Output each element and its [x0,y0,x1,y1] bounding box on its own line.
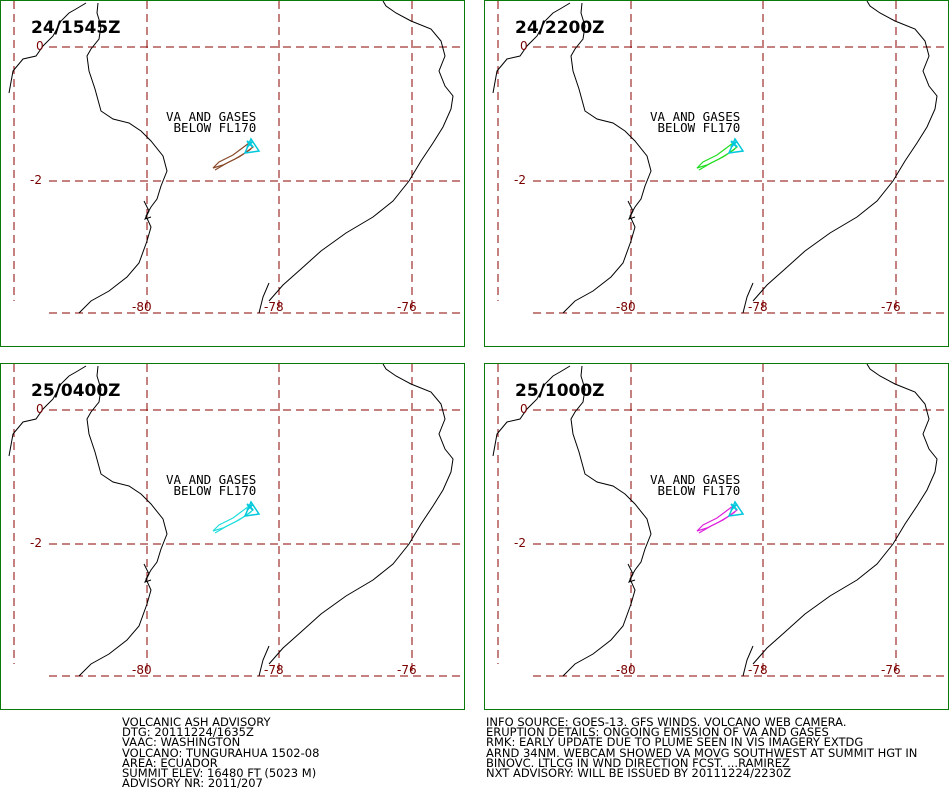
lat-label-0: 0 [36,39,44,53]
map-canvas [492,364,945,677]
volcano-marker [730,503,738,511]
advisory-details-block: INFO SOURCE: GOES-13. GFS WINDS. VOLCANO… [486,715,918,781]
volcano-marker [246,503,254,511]
panel-time-title: 25/1000Z [515,381,605,401]
advisory-line: NXT ADVISORY: WILL BE ISSUED BY 20111224… [486,766,792,781]
map-canvas [8,364,461,677]
note-line-2: BELOW FL170 [173,120,257,135]
plume-note: VA AND GASES BELOW FL170 [650,472,741,498]
map-canvas [8,1,461,314]
advisory-line: RMK: EARLY UPDATE DUE TO PLUME SEEN IN V… [486,735,864,750]
lon-label-minus76: -76 [881,663,901,677]
lon-label-minus78: -78 [264,663,284,677]
coastline [492,365,652,677]
advisory-line: VOLCANO: TUNGURAHUA 1502-08 [122,745,320,760]
lon-label-minus80: -80 [132,300,152,314]
lat-label-0: 0 [520,39,528,53]
lat-label-minus2: -2 [30,173,42,187]
coastline [268,1,454,302]
plume-note: VA AND GASES BELOW FL170 [166,109,257,135]
advisory-line: AREA: ECUADOR [122,755,218,770]
coastline [627,200,636,220]
note-line-1: VA AND GASES [166,109,257,124]
advisory-line: ADVISORY NR: 2011/207 [122,776,263,791]
coastline [143,563,152,583]
advisory-line: VAAC: WASHINGTON [122,735,241,750]
plume-note: VA AND GASES BELOW FL170 [166,472,257,498]
panel-time-title: 24/2200Z [515,18,605,38]
coastline [752,364,938,665]
note-line-2: BELOW FL170 [657,120,741,135]
advisory-line: ARND 34NM. WEBCAM SHOWED VA MOVG SOUTHWE… [486,745,918,760]
advisory-line: BINOVC. LTLCG IN WND DIRECTION FCST. ...… [486,755,790,770]
lon-label-minus80: -80 [616,663,636,677]
lat-label-minus2: -2 [514,173,526,187]
note-line-1: VA AND GASES [650,472,741,487]
coastline [143,200,152,220]
coastline [258,282,270,314]
map-canvas [492,1,945,314]
panel-time-title: 25/0400Z [31,381,121,401]
coastline [492,2,652,314]
panel-time-title: 24/1545Z [31,18,121,38]
lon-label-minus76: -76 [881,300,901,314]
lon-label-minus78: -78 [748,663,768,677]
advisory-line: SUMMIT ELEV: 16480 FT (5023 M) [122,766,317,781]
lon-label-minus80: -80 [616,300,636,314]
lat-label-0: 0 [520,402,528,416]
coastline [742,282,754,314]
note-line-1: VA AND GASES [650,109,741,124]
note-line-2: BELOW FL170 [657,483,741,498]
lat-label-minus2: -2 [514,536,526,550]
coastline [742,645,754,677]
coastline [8,2,168,314]
map-panel-3: 25/0400Z 0 -2 -80 -78 -76 VA AND GASES B… [0,363,465,710]
lon-label-minus78: -78 [748,300,768,314]
coastline [627,563,636,583]
advisory-line: DTG: 20111224/1635Z [122,725,254,740]
map-panel-4: 25/1000Z 0 -2 -80 -78 -76 VA AND GASES B… [484,363,949,710]
plume-note: VA AND GASES BELOW FL170 [650,109,741,135]
advisory-line: ERUPTION DETAILS: ONGOING EMISSION OF VA… [486,725,829,740]
volcano-marker [730,140,738,148]
lon-label-minus80: -80 [132,663,152,677]
advisory-header-block: VOLCANIC ASH ADVISORY DTG: 20111224/1635Z… [122,715,320,791]
note-line-2: BELOW FL170 [173,483,257,498]
lon-label-minus78: -78 [264,300,284,314]
lat-label-minus2: -2 [30,536,42,550]
coastline [752,1,938,302]
lon-label-minus76: -76 [397,300,417,314]
coastline [268,364,454,665]
map-panel-2: 24/2200Z 0 -2 -80 -78 -76 VA AND GASES B… [484,0,949,347]
advisory-line: INFO SOURCE: GOES-13. GFS WINDS. VOLCANO… [486,715,847,729]
volcano-marker [246,140,254,148]
lat-label-0: 0 [36,402,44,416]
map-panel-1: 24/1545Z 0 -2 -80 -78 -76 VA AND GASES B… [0,0,465,347]
advisory-line: VOLCANIC ASH ADVISORY [122,715,271,729]
coastline [8,365,168,677]
note-line-1: VA AND GASES [166,472,257,487]
coastline [258,645,270,677]
lon-label-minus76: -76 [397,663,417,677]
